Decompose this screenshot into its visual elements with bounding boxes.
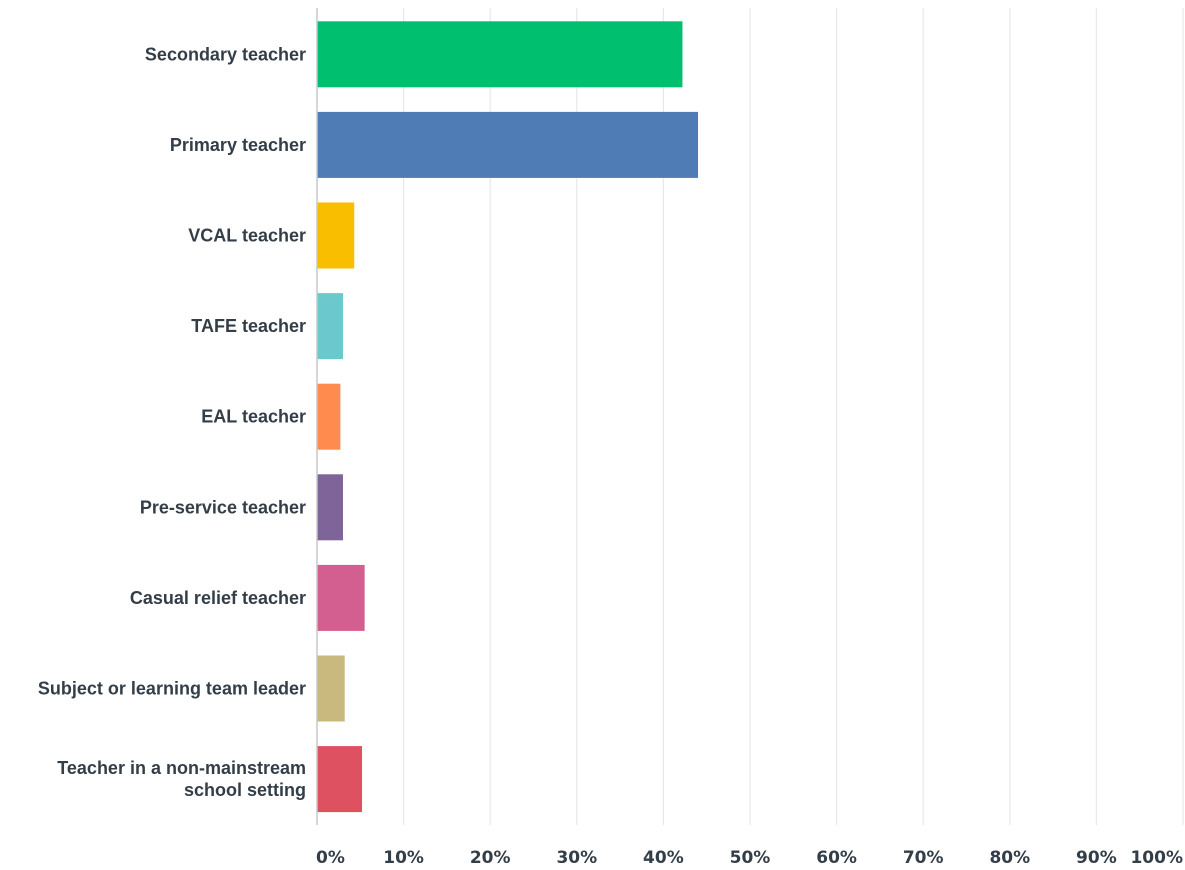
bar bbox=[317, 111, 699, 178]
bar bbox=[317, 202, 355, 269]
category-label: Subject or learning team leader bbox=[38, 679, 306, 699]
x-axis-tick-labels: 0% 10% 20% 30% 40% 50% 60% 70% 80% 90% 100% bbox=[316, 848, 1183, 868]
category-label: TAFE teacher bbox=[191, 316, 306, 336]
bar bbox=[317, 21, 683, 88]
bar bbox=[317, 564, 365, 631]
category-label: Pre-service teacher bbox=[140, 497, 306, 517]
x-tick-label: 50% bbox=[730, 848, 771, 868]
x-tick-label: 80% bbox=[989, 848, 1030, 868]
category-label: Casual relief teacher bbox=[130, 588, 306, 608]
x-tick-label: 10% bbox=[383, 848, 424, 868]
category-label: school setting bbox=[184, 780, 306, 800]
category-label: EAL teacher bbox=[201, 407, 306, 427]
category-label: VCAL teacher bbox=[188, 226, 306, 246]
bar bbox=[317, 383, 341, 450]
x-tick-label: 40% bbox=[643, 848, 684, 868]
x-tick-label: 30% bbox=[556, 848, 597, 868]
bar bbox=[317, 746, 363, 813]
bar bbox=[317, 293, 343, 360]
category-label: Teacher in a non-mainstream bbox=[57, 758, 306, 778]
x-tick-label: 90% bbox=[1076, 848, 1117, 868]
x-tick-label: 70% bbox=[903, 848, 944, 868]
category-label: Primary teacher bbox=[170, 135, 306, 155]
x-tick-label: 100% bbox=[1130, 848, 1183, 868]
bars bbox=[317, 21, 699, 813]
bar bbox=[317, 655, 345, 722]
bar bbox=[317, 474, 343, 541]
x-tick-label: 20% bbox=[470, 848, 511, 868]
x-tick-label: 0% bbox=[316, 848, 345, 868]
x-tick-label: 60% bbox=[816, 848, 857, 868]
category-labels: Secondary teacher Primary teacher VCAL tea… bbox=[38, 44, 306, 800]
category-label: Secondary teacher bbox=[145, 44, 306, 64]
